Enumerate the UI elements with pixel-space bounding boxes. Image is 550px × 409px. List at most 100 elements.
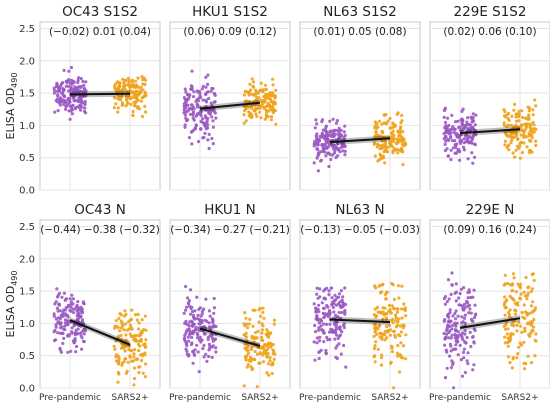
point-pre-pandemic	[454, 324, 458, 328]
point-sars2	[396, 151, 400, 155]
point-sars2	[505, 113, 509, 117]
point-sars2	[387, 324, 391, 328]
point-sars2	[388, 307, 392, 312]
point-pre-pandemic	[323, 136, 327, 140]
point-sars2	[522, 367, 527, 371]
point-sars2	[133, 333, 137, 337]
point-pre-pandemic	[195, 331, 199, 335]
point-sars2	[130, 79, 134, 84]
x-tick-label: Pre-pandemic	[39, 393, 101, 403]
point-sars2	[130, 308, 134, 312]
point-pre-pandemic	[214, 116, 218, 120]
point-pre-pandemic	[319, 348, 323, 352]
point-sars2	[401, 344, 406, 348]
point-sars2	[135, 318, 139, 322]
point-sars2	[243, 333, 247, 337]
point-sars2	[534, 143, 538, 147]
point-pre-pandemic	[449, 336, 453, 340]
point-sars2	[518, 296, 522, 300]
point-sars2	[272, 322, 276, 326]
point-pre-pandemic	[184, 110, 188, 114]
point-pre-pandemic	[340, 310, 344, 315]
point-pre-pandemic	[190, 324, 194, 328]
point-sars2	[527, 109, 531, 113]
point-sars2	[504, 327, 508, 331]
point-pre-pandemic	[214, 350, 218, 354]
point-sars2	[533, 338, 537, 342]
point-sars2	[532, 127, 537, 131]
point-pre-pandemic	[62, 291, 66, 295]
point-sars2	[398, 370, 402, 374]
point-pre-pandemic	[313, 358, 317, 362]
point-pre-pandemic	[457, 303, 461, 307]
point-pre-pandemic	[62, 102, 66, 107]
point-sars2	[525, 145, 529, 149]
point-pre-pandemic	[192, 90, 196, 94]
point-pre-pandemic	[446, 313, 450, 317]
point-pre-pandemic	[55, 81, 59, 85]
point-sars2	[395, 148, 400, 152]
point-pre-pandemic	[467, 290, 471, 294]
point-sars2	[516, 352, 520, 356]
point-pre-pandemic	[212, 100, 216, 104]
point-sars2	[530, 136, 534, 140]
point-sars2	[515, 329, 519, 333]
point-sars2	[270, 108, 274, 112]
point-pre-pandemic	[315, 138, 319, 142]
point-pre-pandemic	[79, 98, 83, 102]
point-pre-pandemic	[58, 99, 63, 103]
panel-title: 229E S1S2	[454, 4, 527, 20]
point-sars2	[126, 360, 130, 364]
point-pre-pandemic	[183, 87, 187, 91]
point-pre-pandemic	[208, 314, 212, 318]
point-pre-pandemic	[471, 136, 475, 140]
point-pre-pandemic	[315, 314, 319, 318]
point-sars2	[119, 95, 124, 99]
y-tick-label: 2.0	[19, 254, 35, 265]
point-pre-pandemic	[206, 82, 210, 86]
point-pre-pandemic	[462, 347, 466, 351]
point-pre-pandemic	[210, 325, 214, 329]
point-sars2	[133, 313, 138, 317]
point-sars2	[392, 306, 396, 310]
point-pre-pandemic	[191, 349, 195, 354]
point-sars2	[252, 80, 256, 84]
point-pre-pandemic	[70, 326, 74, 330]
point-pre-pandemic	[444, 134, 448, 138]
point-sars2	[141, 82, 145, 86]
point-sars2	[247, 322, 251, 326]
point-sars2	[132, 100, 136, 104]
point-pre-pandemic	[70, 293, 74, 297]
point-pre-pandemic	[335, 320, 339, 324]
y-axis-label-main: ELISA OD	[4, 88, 17, 140]
point-sars2	[393, 333, 397, 337]
point-sars2	[396, 320, 400, 324]
point-sars2	[120, 342, 124, 346]
point-pre-pandemic	[317, 321, 322, 325]
point-pre-pandemic	[472, 363, 476, 367]
point-pre-pandemic	[471, 120, 475, 124]
point-sars2	[268, 91, 272, 95]
point-sars2	[506, 116, 510, 120]
point-pre-pandemic	[188, 333, 192, 337]
point-pre-pandemic	[82, 327, 86, 331]
point-pre-pandemic	[332, 144, 337, 148]
point-pre-pandemic	[445, 332, 449, 336]
point-sars2	[262, 360, 266, 364]
point-pre-pandemic	[317, 328, 321, 332]
point-sars2	[116, 96, 120, 100]
y-axis-label-subscript: 490	[10, 73, 19, 88]
point-sars2	[258, 361, 262, 365]
point-pre-pandemic	[79, 333, 83, 338]
panel-annotation: (0.09) 0.16 (0.24)	[443, 224, 536, 236]
point-sars2	[503, 295, 507, 299]
point-pre-pandemic	[326, 151, 330, 155]
point-pre-pandemic	[446, 116, 450, 120]
point-sars2	[504, 306, 508, 310]
point-pre-pandemic	[335, 146, 339, 151]
point-sars2	[400, 147, 404, 151]
point-sars2	[515, 144, 520, 148]
point-sars2	[508, 283, 512, 287]
point-sars2	[254, 112, 258, 116]
